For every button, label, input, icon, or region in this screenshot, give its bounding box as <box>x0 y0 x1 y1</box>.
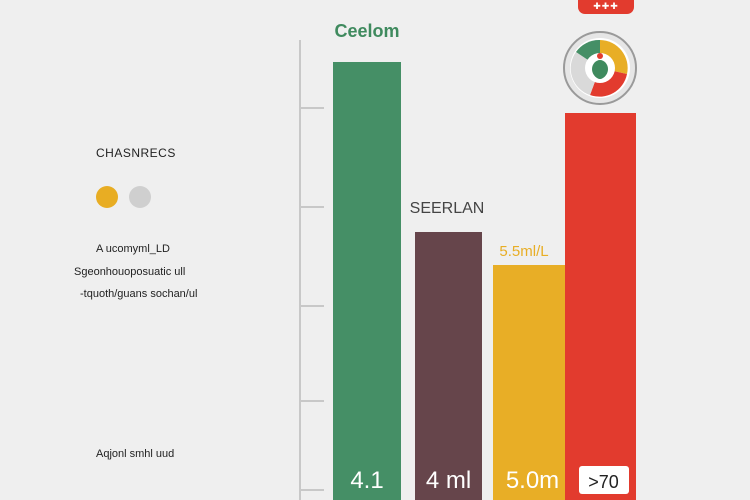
value-label-1: 4 ml <box>426 467 471 494</box>
legend-dot-yellow <box>96 186 118 208</box>
gauge-icon <box>563 31 637 105</box>
legend-title: CHASNRECS <box>96 146 176 160</box>
bar-1 <box>415 232 482 500</box>
bar-3 <box>565 113 636 500</box>
bar-2 <box>493 265 572 500</box>
value-label-3: >70 <box>588 472 619 492</box>
legend-dot-gray <box>129 186 151 208</box>
footer-note: Aqjonl smhl uud <box>96 448 175 460</box>
note-line-3: -tquoth/guans sochan/ul <box>80 288 198 300</box>
value-label-2: 5.0m <box>506 467 559 494</box>
value-label-0: 4.1 <box>350 467 383 494</box>
bar-0 <box>333 62 401 500</box>
note-line-2: Sgeonhouoposuatic ull <box>74 266 186 278</box>
top-badge: ✚✚✚ <box>578 0 634 14</box>
annotation-2: 5.5ml/L <box>499 243 548 260</box>
annotation-1: SEERLAN <box>410 200 485 217</box>
note-line-1: A ucomyml_LD <box>96 243 170 255</box>
value-label-box <box>579 466 629 494</box>
bars-group: 4.1 4 ml 5.0m >70 Ceelom SEERLAN 5.5ml/L <box>333 21 636 500</box>
annotation-0: Ceelom <box>334 21 399 41</box>
